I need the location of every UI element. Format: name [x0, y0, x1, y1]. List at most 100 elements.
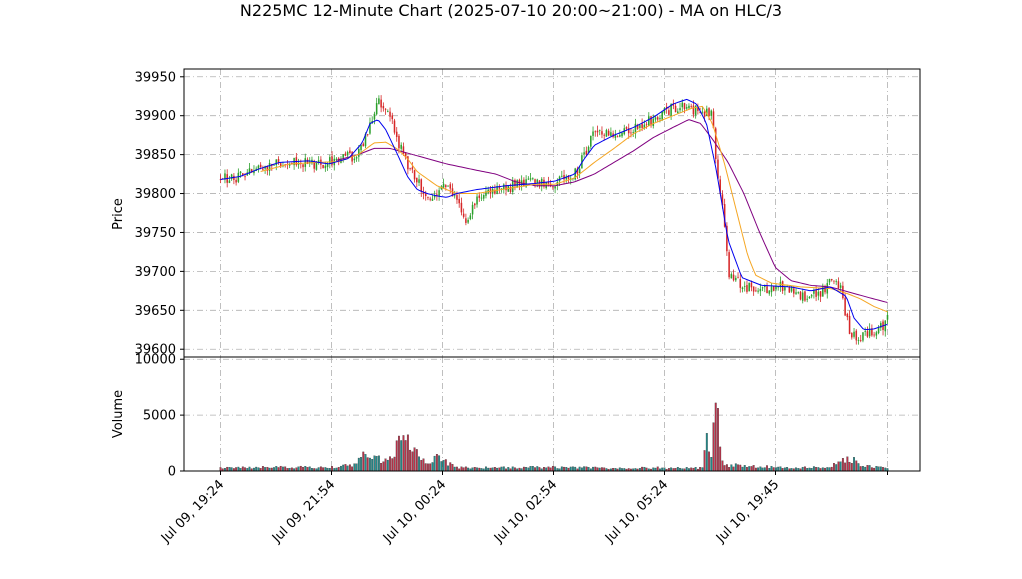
candle-body	[335, 158, 338, 161]
candle-body	[784, 287, 786, 291]
candle-body	[458, 198, 460, 204]
candle-body	[503, 184, 505, 190]
candle-body	[853, 331, 855, 337]
volume-bar	[369, 457, 371, 472]
volume-bar	[493, 467, 496, 472]
candle-body	[607, 130, 610, 136]
candle-body	[230, 174, 233, 180]
candlesticks	[219, 95, 889, 345]
volume-bar	[763, 467, 766, 472]
volume-bar	[384, 458, 387, 472]
volume-bar	[264, 467, 267, 472]
candle-body	[411, 167, 414, 170]
price-tick-label: 39700	[135, 265, 176, 280]
volume-bar	[420, 459, 423, 472]
candle-body	[772, 286, 775, 291]
candle-body	[317, 160, 320, 163]
candle-body	[342, 154, 344, 158]
candle-body	[592, 131, 594, 136]
volume-bar	[438, 455, 441, 472]
candle-body	[436, 194, 438, 197]
candle-body	[639, 125, 641, 128]
volume-bar	[817, 467, 820, 472]
candle-body	[679, 108, 681, 111]
volume-bar	[862, 466, 864, 472]
candle-body	[306, 159, 309, 164]
volume-bar	[244, 467, 246, 472]
volume-bar	[322, 467, 325, 472]
candle-body	[494, 189, 496, 194]
volume-bar	[721, 460, 724, 472]
volume-bar	[433, 455, 436, 472]
volume-bar	[424, 463, 427, 472]
candle-body	[616, 136, 619, 138]
candle-body	[554, 186, 556, 189]
candle-body	[627, 128, 630, 134]
candle-body	[871, 328, 873, 336]
candle-body	[235, 179, 237, 183]
volume-bar	[804, 466, 806, 472]
candle-body	[857, 339, 860, 341]
candle-body	[547, 181, 550, 184]
candle-body	[824, 287, 826, 293]
candle-body	[355, 157, 358, 159]
candle-body	[739, 279, 742, 288]
volume-bar	[551, 465, 554, 472]
volume-bar	[371, 459, 374, 472]
volume-bar	[879, 466, 882, 472]
candle-body	[799, 291, 802, 300]
candle-body	[859, 340, 862, 341]
candle-body	[346, 151, 349, 156]
price-y-ticks: 39600 39650 39700 39750 39800 39850 39900 39950	[135, 70, 184, 358]
volume-bar	[400, 440, 403, 472]
candle-body	[797, 292, 800, 294]
candle-body	[603, 134, 605, 136]
volume-bar	[766, 465, 768, 472]
candle-body	[511, 180, 514, 193]
volume-bar	[734, 463, 737, 472]
volume-bar	[560, 466, 563, 472]
candle-body	[514, 180, 516, 187]
candle-body	[304, 158, 307, 167]
volume-bar	[750, 466, 753, 472]
volume-bar	[255, 466, 258, 472]
candle-body	[395, 131, 398, 138]
candle-body	[576, 168, 579, 174]
volume-bar	[409, 449, 412, 472]
volume-bar	[594, 466, 597, 472]
candle-body	[866, 331, 869, 337]
volume-bar	[525, 467, 528, 472]
candle-body	[509, 186, 512, 192]
candle-body	[422, 191, 425, 195]
candle-body	[449, 184, 452, 189]
candle-body	[429, 198, 431, 200]
volume-bar	[362, 451, 365, 472]
candle-body	[248, 168, 251, 174]
volume-bar	[538, 467, 541, 472]
candle-body	[420, 179, 423, 192]
candle-body	[242, 173, 244, 176]
candle-body	[561, 175, 563, 177]
candle-body	[851, 333, 853, 338]
candle-body	[681, 102, 684, 108]
candle-body	[703, 111, 706, 117]
volume-bar	[859, 466, 862, 472]
candle-body	[366, 134, 369, 136]
volume-bar	[563, 466, 565, 472]
candle-body	[587, 146, 590, 154]
volume-bar	[431, 462, 434, 472]
volume-bar	[601, 467, 603, 472]
volume-bar	[826, 467, 829, 472]
candle-body	[737, 276, 739, 278]
candle-body	[538, 180, 541, 187]
candle-body	[755, 290, 757, 292]
volume-bar	[714, 402, 717, 472]
volume-bar	[739, 464, 742, 472]
candle-body	[549, 184, 552, 187]
candle-body	[567, 175, 570, 179]
volume-gridlines	[184, 357, 920, 472]
volume-bar	[578, 466, 581, 472]
candle-body	[239, 171, 242, 174]
volume-bar	[868, 465, 871, 472]
volume-bar	[882, 467, 884, 472]
